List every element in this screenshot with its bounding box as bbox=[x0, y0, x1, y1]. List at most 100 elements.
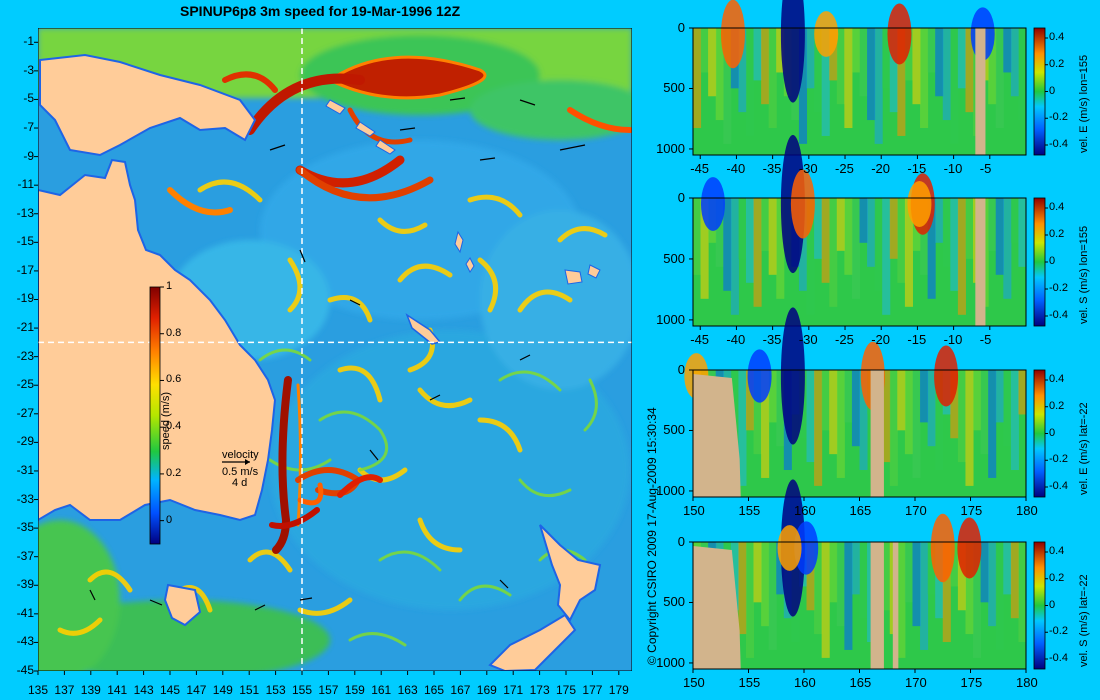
section-colorbar-tick-label: 0 bbox=[1049, 84, 1056, 97]
section-colorbar-tick-label: -0.4 bbox=[1049, 309, 1068, 321]
section-band bbox=[715, 28, 724, 121]
vector-legend-speed: 0.5 m/s bbox=[222, 466, 259, 478]
section-band bbox=[1018, 198, 1027, 267]
section-band bbox=[988, 198, 997, 251]
section-band bbox=[806, 542, 815, 611]
map-colorbar-tick-label: 0.8 bbox=[166, 326, 182, 339]
section-band bbox=[806, 370, 815, 463]
section-band bbox=[829, 28, 838, 81]
section-band bbox=[920, 542, 929, 650]
section-x-tick-label: -5 bbox=[979, 161, 992, 176]
section-band bbox=[957, 28, 966, 89]
map-x-tick-label: 147 bbox=[186, 683, 207, 697]
section-band bbox=[844, 198, 853, 275]
section-band bbox=[814, 542, 823, 635]
map-x-tick-label: 157 bbox=[318, 683, 339, 697]
section-band bbox=[745, 198, 755, 283]
vector-legend bbox=[222, 459, 250, 465]
section-band bbox=[965, 370, 974, 486]
section-band bbox=[730, 542, 739, 611]
section-y-tick-label: 1000 bbox=[656, 482, 685, 498]
section-band bbox=[859, 198, 868, 243]
section-x-tick-label: 165 bbox=[849, 675, 872, 690]
section-band bbox=[927, 28, 936, 73]
section-band bbox=[851, 198, 860, 299]
section-band bbox=[768, 198, 777, 275]
section-feature bbox=[930, 513, 955, 583]
section-band bbox=[904, 28, 913, 81]
map-y-tick-label: -43 bbox=[16, 634, 34, 649]
map-y-tick-label: -33 bbox=[16, 491, 34, 506]
vanuatu bbox=[454, 230, 475, 273]
section-band bbox=[1010, 370, 1019, 471]
map-axes bbox=[34, 41, 620, 675]
section-band bbox=[889, 370, 898, 486]
section-panel-sec3 bbox=[684, 307, 1048, 501]
section-band bbox=[927, 198, 936, 299]
section-band bbox=[1003, 198, 1012, 299]
section-x-tick-label: 175 bbox=[960, 675, 983, 690]
section-frame bbox=[692, 197, 1027, 327]
section-colorbar-label: vel. S (m/s) lat=-22 bbox=[1078, 574, 1090, 667]
section-band bbox=[995, 370, 1004, 423]
section-feature bbox=[907, 180, 932, 228]
new-guinea bbox=[39, 53, 257, 157]
section-colorbar-tick-label: 0.4 bbox=[1049, 201, 1065, 213]
section-band bbox=[950, 542, 959, 587]
section-band bbox=[821, 198, 830, 283]
section-x-tick-label: -40 bbox=[726, 161, 746, 176]
section-land bbox=[693, 374, 741, 497]
section-band bbox=[882, 28, 891, 89]
section-y-tick-label: 1000 bbox=[656, 140, 685, 156]
map-x-tick-label: 145 bbox=[160, 683, 181, 697]
section-colorbar-label: vel. E (m/s) lon=155 bbox=[1078, 54, 1090, 153]
section-band bbox=[1018, 542, 1027, 643]
section-x-tick-label: -25 bbox=[835, 161, 854, 176]
section-colorbar-tick-label: -0.4 bbox=[1049, 480, 1068, 492]
section-band bbox=[768, 542, 777, 650]
section-band bbox=[723, 28, 732, 144]
section-band bbox=[1010, 198, 1019, 243]
section-x-tick-label: 170 bbox=[905, 503, 927, 518]
section-band bbox=[836, 28, 845, 105]
map-x-tick-label: 143 bbox=[133, 683, 154, 697]
section-band bbox=[776, 542, 785, 595]
section-x-tick-label: -30 bbox=[798, 161, 818, 176]
section-feature bbox=[790, 169, 815, 239]
section-band bbox=[867, 198, 876, 267]
section-colorbar-tick-label: 0.2 bbox=[1049, 228, 1065, 240]
fiji bbox=[564, 264, 601, 285]
map-colorbar-gradient bbox=[149, 286, 161, 545]
map-x-tick-label: 179 bbox=[608, 683, 629, 697]
velocity-vectors bbox=[89, 97, 586, 611]
vector-legend-title: velocity bbox=[222, 449, 259, 461]
section-colorbar-tick-label: 0.4 bbox=[1049, 373, 1065, 385]
section-band bbox=[1003, 370, 1012, 447]
section-y-tick-label: 500 bbox=[663, 250, 685, 266]
section-feature bbox=[780, 307, 805, 445]
section-y-tick-label: 0 bbox=[677, 20, 685, 35]
map-x-tick-label: 155 bbox=[292, 683, 313, 697]
map-colorbar-tick-label: 1 bbox=[166, 280, 173, 292]
section-y-tick-label: 1000 bbox=[656, 654, 685, 670]
map-y-tick-label: -23 bbox=[16, 348, 34, 363]
section-land bbox=[870, 370, 884, 497]
section-band bbox=[814, 198, 823, 259]
map-x-tick-label: 177 bbox=[582, 683, 603, 697]
section-band bbox=[693, 198, 702, 275]
section-x-tick-label: -25 bbox=[835, 332, 854, 347]
section-band bbox=[904, 370, 913, 455]
map-y-tick-label: -31 bbox=[16, 462, 34, 477]
section-band bbox=[920, 370, 929, 423]
section-panels bbox=[684, 0, 1048, 673]
map-y-tick-label: -39 bbox=[16, 577, 34, 592]
section-band bbox=[1018, 28, 1027, 121]
section-band bbox=[935, 198, 944, 243]
section-colorbar-tick-label: 0.2 bbox=[1049, 399, 1065, 412]
section-band bbox=[761, 28, 770, 105]
section-band bbox=[957, 542, 966, 611]
section-x-tick-label: -45 bbox=[690, 332, 710, 347]
section-band bbox=[844, 370, 853, 423]
map-panel bbox=[38, 28, 632, 671]
section-x-tick-label: -20 bbox=[871, 332, 890, 347]
